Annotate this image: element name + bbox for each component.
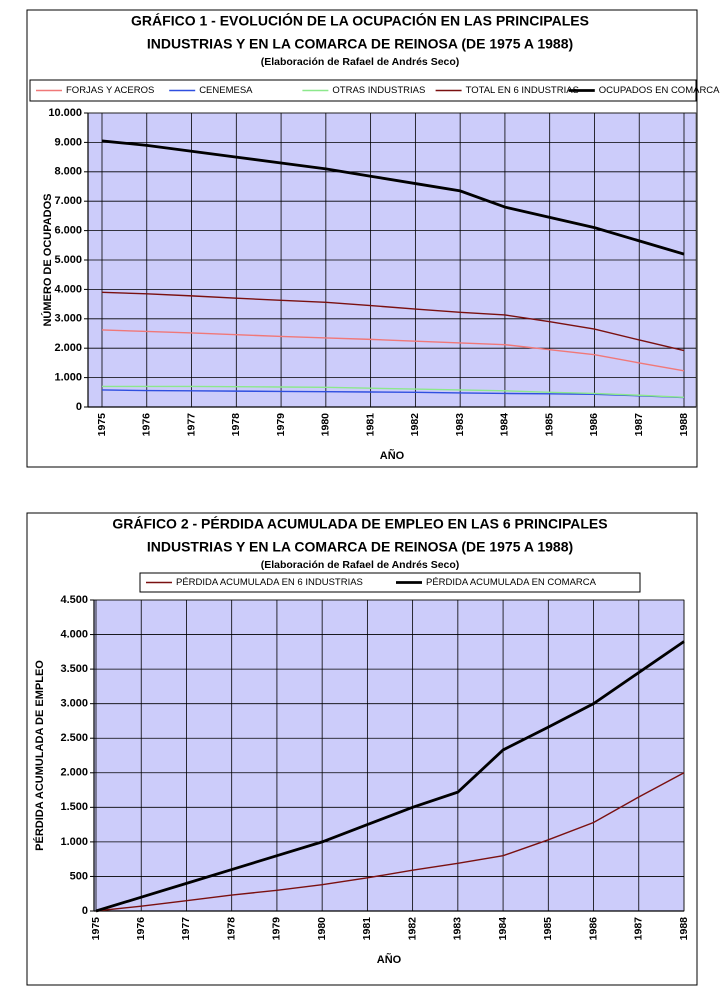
legend-box — [139, 572, 641, 593]
y-tick-label: 7.000 — [54, 195, 82, 207]
chart-title: INDUSTRIAS Y EN LA COMARCA DE REINOSA (D… — [147, 36, 573, 52]
legend-label: TOTAL EN 6 INDUSTRIAS — [466, 85, 579, 96]
x-tick-label: 1978 — [230, 413, 242, 437]
x-tick-label: 1979 — [271, 917, 283, 941]
y-tick-label: 10.000 — [48, 107, 82, 119]
legend-label: OCUPADOS EN COMARCA — [599, 85, 720, 96]
y-tick-label: 2.000 — [60, 767, 88, 779]
y-tick-label: 3.500 — [60, 663, 88, 675]
x-tick-label: 1981 — [361, 917, 373, 941]
legend-label: OTRAS INDUSTRIAS — [332, 85, 425, 96]
x-tick-label: 1986 — [587, 917, 599, 941]
x-tick-label: 1984 — [499, 413, 511, 437]
x-tick-label: 1977 — [180, 917, 192, 941]
x-tick-label: 1975 — [96, 413, 108, 437]
y-axis-label: PÉRDIDA ACUMULADA DE EMPLEO — [33, 660, 46, 851]
x-tick-label: 1987 — [633, 917, 645, 941]
plot-area — [93, 599, 685, 912]
x-tick-label: 1983 — [454, 413, 466, 437]
x-tick-label: 1980 — [316, 917, 328, 941]
x-tick-label: 1979 — [275, 413, 287, 437]
y-tick-label: 2.000 — [54, 342, 82, 354]
x-tick-label: 1988 — [678, 917, 690, 941]
x-tick-label: 1985 — [542, 917, 554, 941]
y-axis-label: NÚMERO DE OCUPADOS — [41, 193, 54, 326]
series-line — [95, 640, 685, 913]
y-tick-label: 4.000 — [54, 283, 82, 295]
y-tick-label: 1.000 — [54, 372, 82, 384]
y-tick-label: 0 — [82, 905, 88, 917]
x-tick-label: 1978 — [225, 917, 237, 941]
y-tick-label: 3.000 — [60, 698, 88, 710]
y-tick-label: 500 — [70, 870, 88, 882]
x-tick-label: 1984 — [497, 917, 509, 941]
legend-label: PÉRDIDA ACUMULADA EN COMARCA — [426, 577, 597, 588]
y-tick-label: 8.000 — [54, 166, 82, 178]
y-tick-label: 6.000 — [54, 225, 82, 237]
x-tick-label: 1988 — [678, 413, 690, 437]
x-axis-label: AÑO — [377, 953, 402, 966]
x-tick-label: 1982 — [406, 917, 418, 941]
y-tick-label: 4.500 — [60, 594, 88, 606]
series-line — [101, 389, 685, 399]
x-tick-label: 1975 — [90, 917, 102, 941]
chart-title: GRÁFICO 1 - EVOLUCIÓN DE LA OCUPACIÓN EN… — [131, 12, 589, 29]
y-tick-label: 3.000 — [54, 313, 82, 325]
series-line — [101, 139, 685, 256]
y-tick-label: 1.000 — [60, 836, 88, 848]
legend-label: FORJAS Y ACEROS — [66, 85, 154, 96]
x-tick-label: 1976 — [135, 917, 147, 941]
x-tick-label: 1981 — [364, 413, 376, 437]
chart-title: INDUSTRIAS Y EN LA COMARCA DE REINOSA (D… — [147, 539, 573, 555]
y-tick-label: 0 — [76, 401, 82, 413]
y-tick-label: 4.000 — [60, 628, 88, 640]
x-tick-label: 1986 — [588, 413, 600, 437]
legend-label: PÉRDIDA ACUMULADA EN 6 INDUSTRIAS — [176, 577, 363, 588]
x-tick-label: 1983 — [452, 917, 464, 941]
x-tick-label: 1982 — [409, 413, 421, 437]
series-line — [95, 772, 685, 912]
legend-box — [29, 79, 697, 102]
chart-subtitle: (Elaboración de Rafael de Andrés Seco) — [261, 559, 460, 571]
y-tick-label: 2.500 — [60, 732, 88, 744]
legend-label: CENEMESA — [199, 85, 253, 96]
x-tick-label: 1980 — [320, 413, 332, 437]
x-axis-label: AÑO — [380, 449, 405, 462]
chart-subtitle: (Elaboración de Rafael de Andrés Seco) — [261, 56, 460, 68]
y-tick-label: 9.000 — [54, 136, 82, 148]
x-tick-label: 1976 — [141, 413, 153, 437]
series-line — [101, 329, 685, 372]
y-tick-label: 1.500 — [60, 801, 88, 813]
x-tick-label: 1985 — [543, 413, 555, 437]
x-tick-label: 1977 — [185, 413, 197, 437]
series-line — [101, 291, 685, 352]
chart-title: GRÁFICO 2 - PÉRDIDA ACUMULADA DE EMPLEO … — [112, 516, 607, 532]
x-tick-label: 1987 — [633, 413, 645, 437]
y-tick-label: 5.000 — [54, 254, 82, 266]
series-line — [102, 385, 685, 398]
